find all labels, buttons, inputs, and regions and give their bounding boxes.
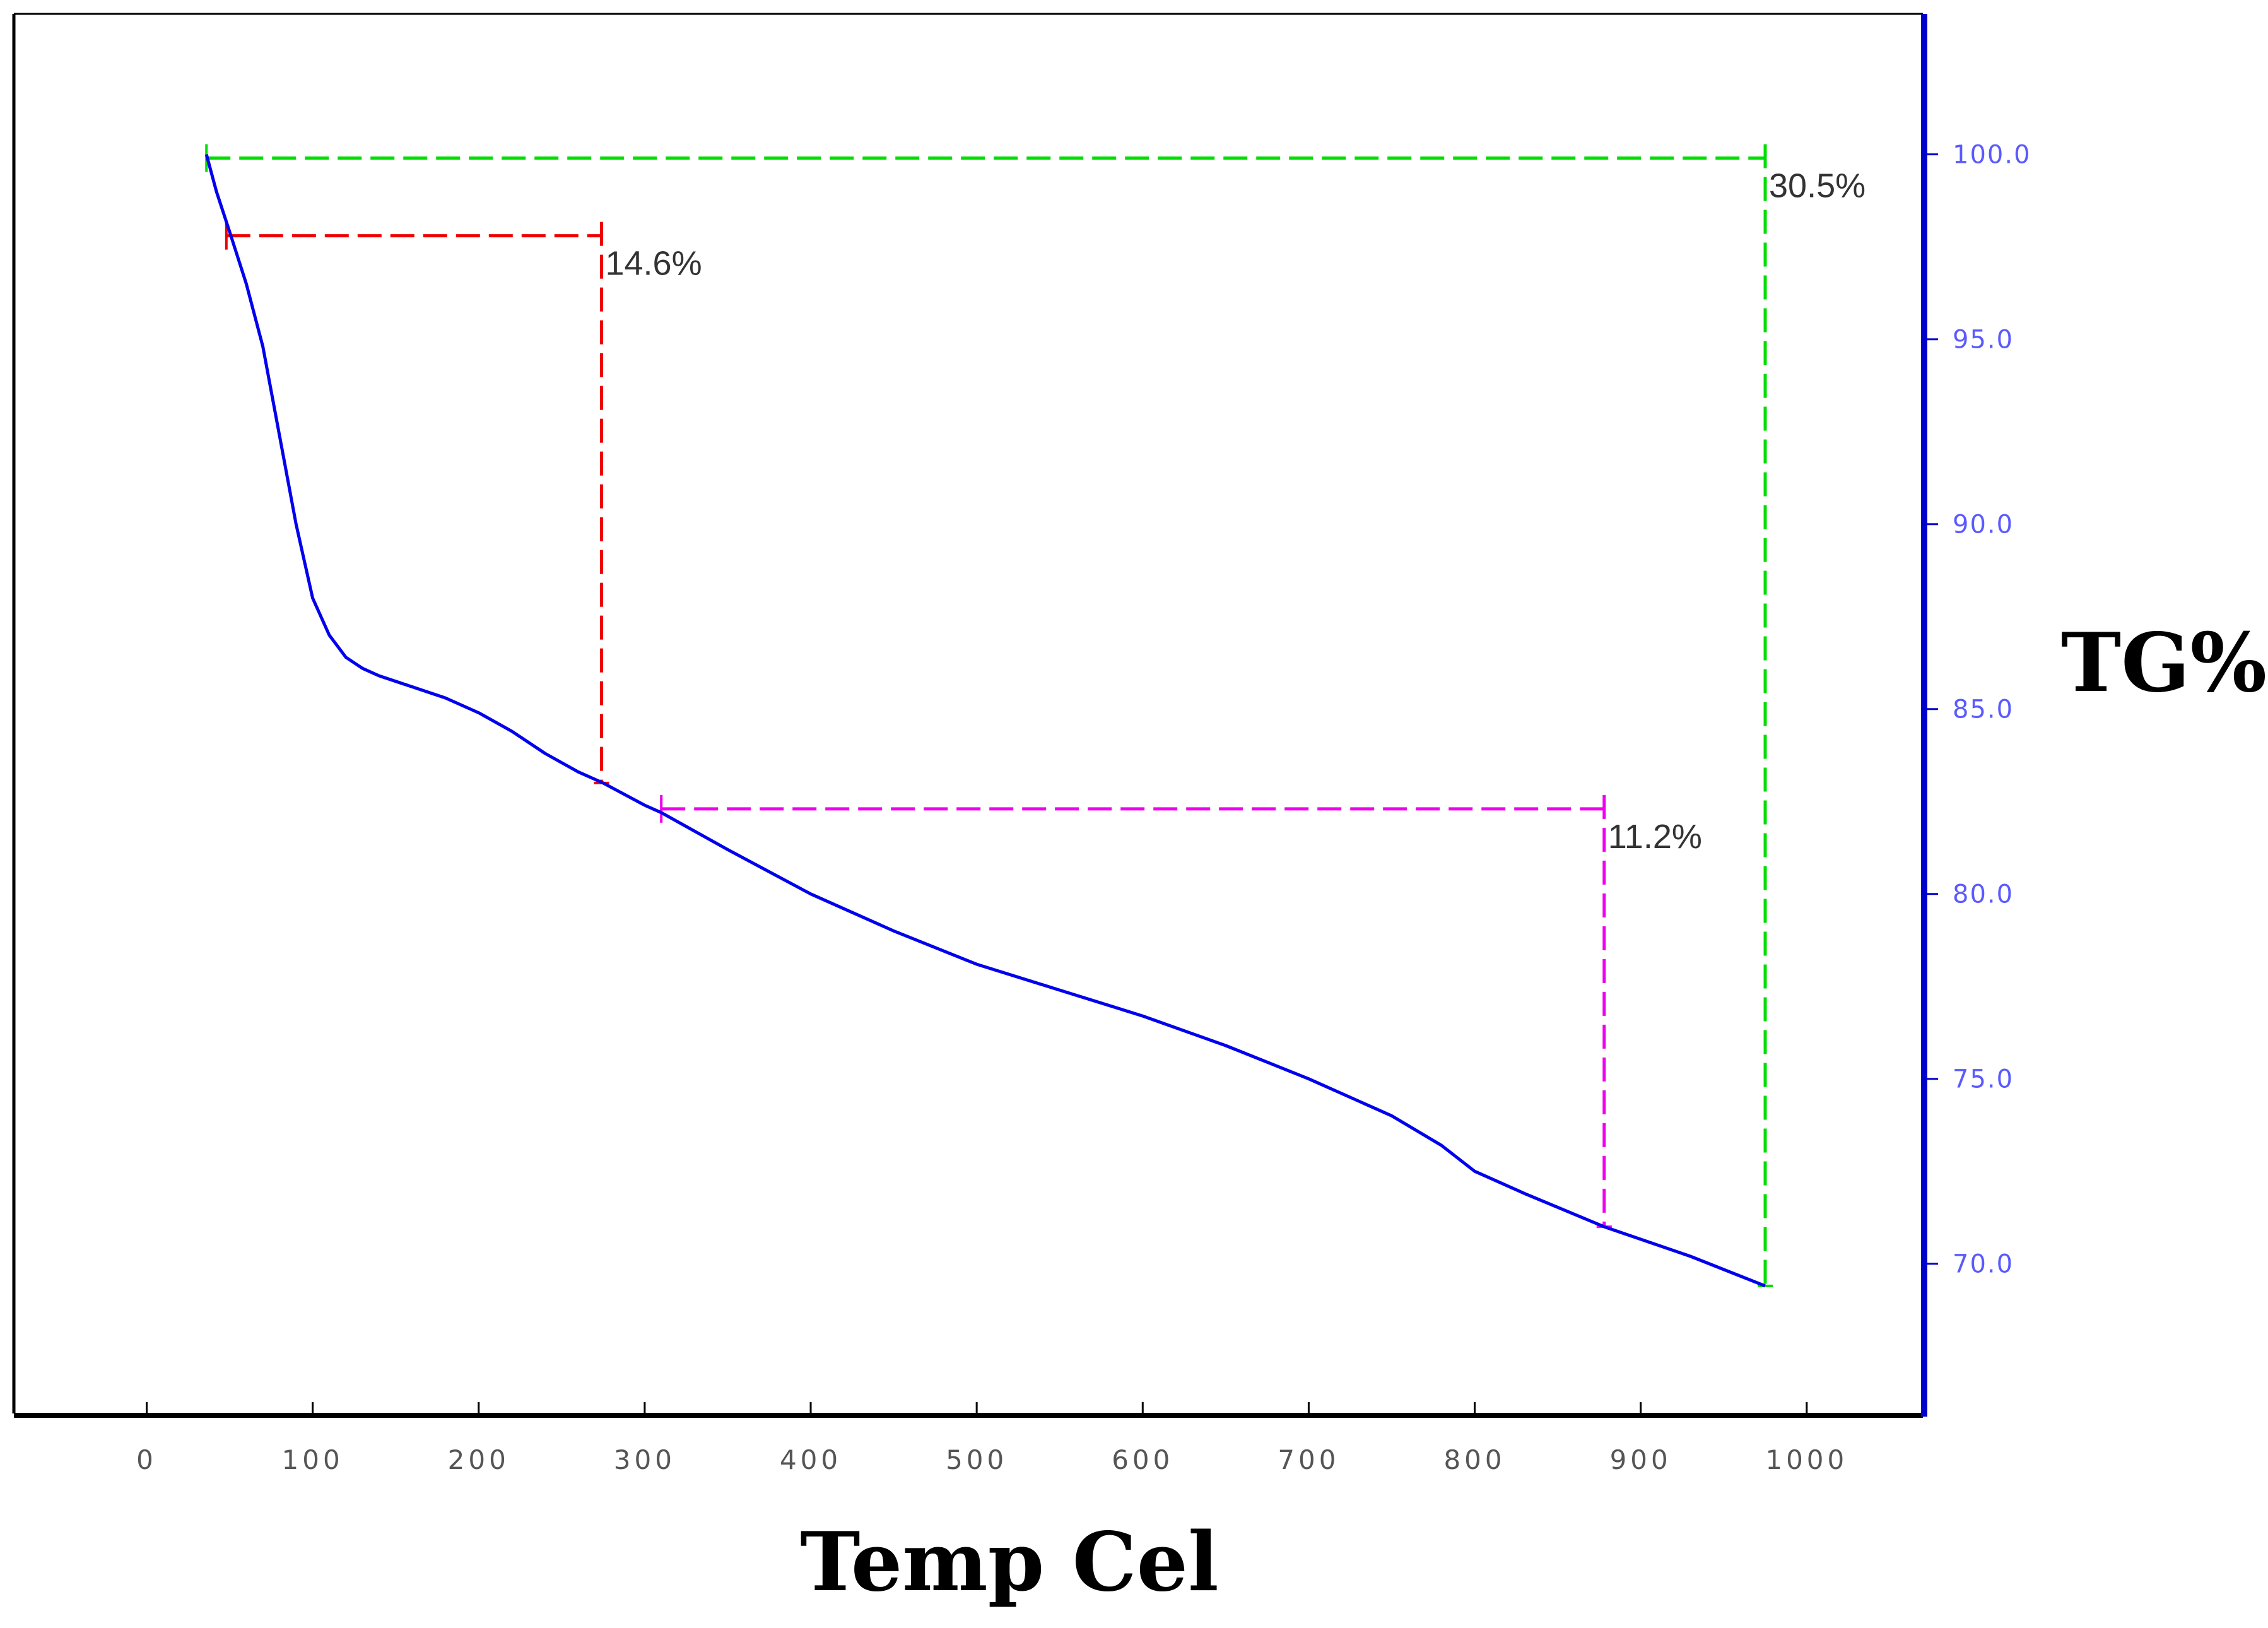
annotation-label: 14.6% [605, 245, 702, 283]
y-ticks: 70.0 75.0 80.0 85.0 90.0 95.0 100.0 [1924, 141, 2031, 1279]
y-tick-label: 75.0 [1953, 1065, 2014, 1094]
y-tick-label: 80.0 [1953, 880, 2014, 909]
annotation-146: 14.6% [225, 221, 702, 784]
series-layer [204, 154, 1766, 1288]
y-axis-title: TG% [2061, 616, 2267, 711]
x-ticks: 0 100 200 300 400 500 600 700 800 900 1000 [136, 1402, 1848, 1475]
annotations-layer: 14.6% 11.2% 30.5% [205, 144, 1866, 1287]
y-tick-label: 90.0 [1953, 510, 2014, 540]
x-tick-label: 800 [1443, 1444, 1505, 1475]
x-axis-title: Temp Cel [800, 1515, 1218, 1610]
y-tick-label: 100.0 [1953, 141, 2031, 170]
x-tick-label: 300 [614, 1444, 676, 1475]
annotation-112: 11.2% [660, 794, 1702, 1229]
x-tick-label: 200 [448, 1444, 510, 1475]
y-tick-label: 85.0 [1953, 695, 2014, 724]
x-tick-label: 900 [1610, 1444, 1672, 1475]
tg-series-line [204, 154, 1766, 1288]
annotation-label: 11.2% [1608, 818, 1702, 856]
x-tick-label: 600 [1112, 1444, 1173, 1475]
annotation-label: 30.5% [1769, 167, 1866, 205]
y-tick-label: 95.0 [1953, 326, 2014, 355]
x-tick-label: 400 [780, 1444, 842, 1475]
x-tick-label: 0 [136, 1444, 157, 1475]
x-tick-label: 500 [946, 1444, 1008, 1475]
x-tick-label: 1000 [1765, 1444, 1848, 1475]
y-tick-label: 70.0 [1953, 1250, 2014, 1279]
x-tick-label: 700 [1278, 1444, 1339, 1475]
x-tick-label: 100 [282, 1444, 344, 1475]
